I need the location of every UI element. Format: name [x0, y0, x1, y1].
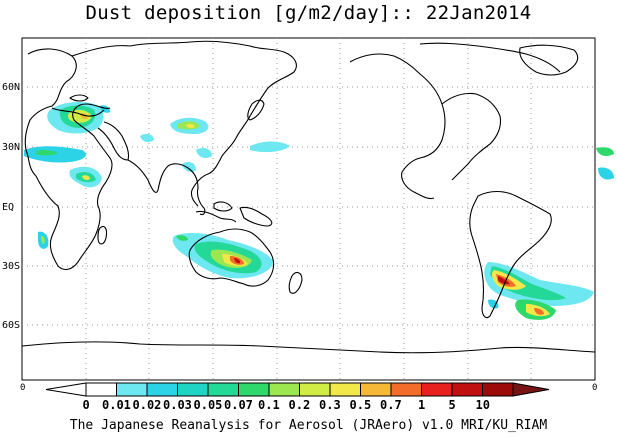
colorbar-tick-label: 0.05 — [193, 398, 223, 412]
colorbar-swatch — [421, 382, 453, 397]
coastlines — [21, 40, 596, 354]
map-frame — [21, 37, 596, 381]
colorbar-tick-label: 0.2 — [288, 398, 311, 412]
colorbar-tick-label: 5 — [448, 398, 456, 412]
colorbar-tick-label: 0.03 — [163, 398, 192, 412]
colorbar-tick-label: 1 — [418, 398, 426, 412]
colorbar-swatch — [360, 382, 392, 397]
colorbar-swatch — [390, 382, 422, 397]
lat-label-eq: EQ — [2, 202, 15, 213]
corner-label-right: 0 — [592, 383, 598, 393]
dust-field-north-africa — [24, 146, 102, 249]
colorbar-swatch — [85, 382, 117, 397]
colorbar-tick-label: 10 — [475, 398, 490, 412]
colorbar-swatch — [116, 382, 148, 397]
colorbar-tick-label: 0.07 — [224, 398, 253, 412]
colorbar-swatch — [207, 382, 239, 397]
corner-label-left: 0 — [20, 383, 26, 393]
colorbar-tick-label: 0.1 — [258, 398, 280, 412]
footer-credit: The Japanese Reanalysis for Aerosol (JRA… — [69, 418, 548, 433]
colorbar-tick-label: 0.5 — [349, 398, 372, 412]
colorbar-swatch — [238, 382, 270, 397]
lat-label-30s: 30S — [2, 261, 21, 272]
lat-label-30n: 30N — [2, 142, 21, 153]
colorbar-arrow-high — [512, 382, 550, 397]
lat-label-60s: 60S — [2, 320, 21, 331]
dust-field-central-asia — [140, 117, 290, 172]
colorbar-tick-label: 0.01 — [102, 398, 131, 412]
colorbar-tick-label: 0.7 — [380, 398, 402, 412]
colorbar-swatch — [451, 382, 483, 397]
colorbar-arrow-low — [45, 382, 87, 397]
lat-label-60n: 60N — [2, 82, 21, 93]
map-title: Dust deposition [g/m2/day]:: 22Jan2014 — [85, 2, 532, 24]
colorbar-tick-label: 0.3 — [319, 398, 341, 412]
dust-field-australia — [172, 233, 274, 279]
colorbar-swatch — [299, 382, 331, 397]
colorbar-swatch — [268, 382, 300, 397]
colorbar-swatch — [329, 382, 361, 397]
graticule — [22, 38, 595, 380]
colorbar-tick-label: 0.02 — [132, 398, 162, 412]
colorbar-swatch — [482, 382, 514, 397]
colorbar-swatch — [177, 382, 209, 397]
colorbar — [45, 382, 550, 397]
colorbar-swatch — [146, 382, 178, 397]
colorbar-tick-label: 0 — [82, 398, 90, 412]
